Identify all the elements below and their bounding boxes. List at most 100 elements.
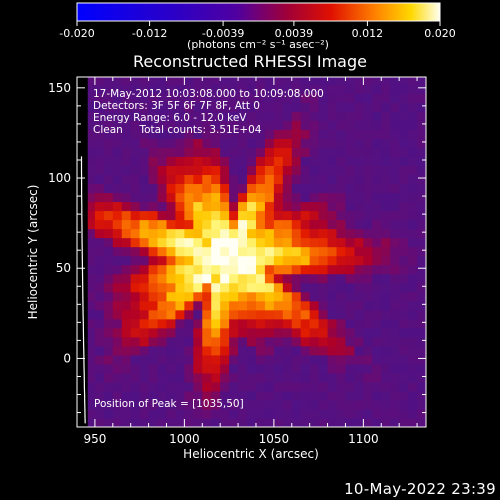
heatmap-cell [255,264,266,275]
y-tick-label: 50 [56,261,71,275]
heatmap-cell [309,345,320,356]
chart-title: Reconstructed RHESSI Image [133,52,367,71]
heatmap-cell [175,354,185,365]
heatmap-cell [273,84,284,94]
heatmap-cell [408,354,418,365]
heatmap-cell [336,228,347,239]
heatmap-cell [291,282,302,293]
heatmap-cell [327,165,338,176]
heatmap-cell [309,147,320,157]
heatmap-cell [220,219,230,230]
heatmap-cell [85,318,96,329]
heatmap-cell [229,246,239,257]
heatmap-cell [85,102,96,112]
heatmap-cell [354,174,364,185]
heatmap-cell [94,219,105,230]
heatmap-cell [282,111,293,121]
heatmap-cell [184,111,194,121]
heatmap-cell [112,237,123,248]
heatmap-cell [238,183,248,194]
heatmap-cell [229,120,239,130]
heatmap-cell [103,345,114,356]
heatmap-cell [327,210,338,221]
heatmap-cell [193,111,203,121]
heatmap-cell [390,390,400,401]
heatmap-cell [417,210,426,221]
heatmap-cell [202,219,212,230]
heatmap-cell [354,246,364,257]
heatmap-cell [300,84,311,94]
heatmap-cell [318,417,329,427]
heatmap-cell [345,77,356,85]
plot-frame [76,76,427,428]
heatmap-cell [247,354,257,365]
heatmap-cell [390,102,400,112]
heatmap-cell [247,327,257,338]
heatmap-cell [399,417,409,427]
heatmap-cell [121,183,132,194]
heatmap-cell [211,219,221,230]
heatmap-cell [85,201,96,212]
heatmap-cell [336,210,347,221]
heatmap-cell [103,354,114,365]
heatmap-cell [193,174,203,185]
heatmap-cell [291,318,302,329]
heatmap-cell [327,77,338,85]
heatmap-cell [103,147,114,157]
heatmap-cell [381,84,391,94]
heatmap-cell [300,345,311,356]
heatmap-cell [94,354,105,365]
heatmap-cell [229,138,239,148]
heatmap-cell [112,372,123,383]
heatmap-cell [193,192,203,203]
heatmap-cell [112,336,123,347]
heatmap-cell [363,390,373,401]
heatmap-cell [247,264,257,275]
heatmap-cell [202,345,212,356]
heatmap-cell [238,237,248,248]
heatmap-cell [94,408,105,419]
heatmap-cell [300,372,311,383]
heatmap-cell [193,291,203,302]
heatmap-cell [220,255,230,266]
heatmap-cell [211,408,221,419]
colorbar-tick-label: 0.020 [424,27,456,40]
heatmap-cell [372,201,382,212]
heatmap-cell [139,381,150,392]
heatmap-cell [336,138,347,148]
heatmap-cell [238,129,248,139]
heatmap-cell [157,336,168,347]
heatmap-cell [148,390,159,401]
heatmap-cell [417,327,426,338]
heatmap-cell [148,228,159,239]
heatmap-cell [94,210,105,221]
heatmap-cell [399,363,409,374]
heatmap-cell [255,336,266,347]
heatmap-cell [94,237,105,248]
heatmap-cell [273,174,284,185]
heatmap-cell [220,165,230,176]
heatmap-cell [211,138,221,148]
heatmap-cell [282,120,293,130]
heatmap-cell [336,309,347,320]
heatmap-cell [103,210,114,221]
heatmap-cell [372,192,382,203]
heatmap-cell [238,120,248,130]
heatmap-cell [282,318,293,329]
heatmap-cell [211,417,221,427]
heatmap-cell [148,84,159,94]
heatmap-cell [202,174,212,185]
heatmap-cell [381,282,391,293]
heatmap-cell [399,399,409,410]
heatmap-cell [238,291,248,302]
heatmap-cell [247,363,257,374]
heatmap-cell [318,111,329,121]
heatmap-cell [354,291,364,302]
heatmap-cell [202,300,212,311]
heatmap-cell [336,165,347,176]
heatmap-cell [300,228,311,239]
heatmap-cell [381,102,391,112]
heatmap-cell [85,120,96,130]
heatmap-cell [372,246,382,257]
heatmap-cell [354,201,364,212]
